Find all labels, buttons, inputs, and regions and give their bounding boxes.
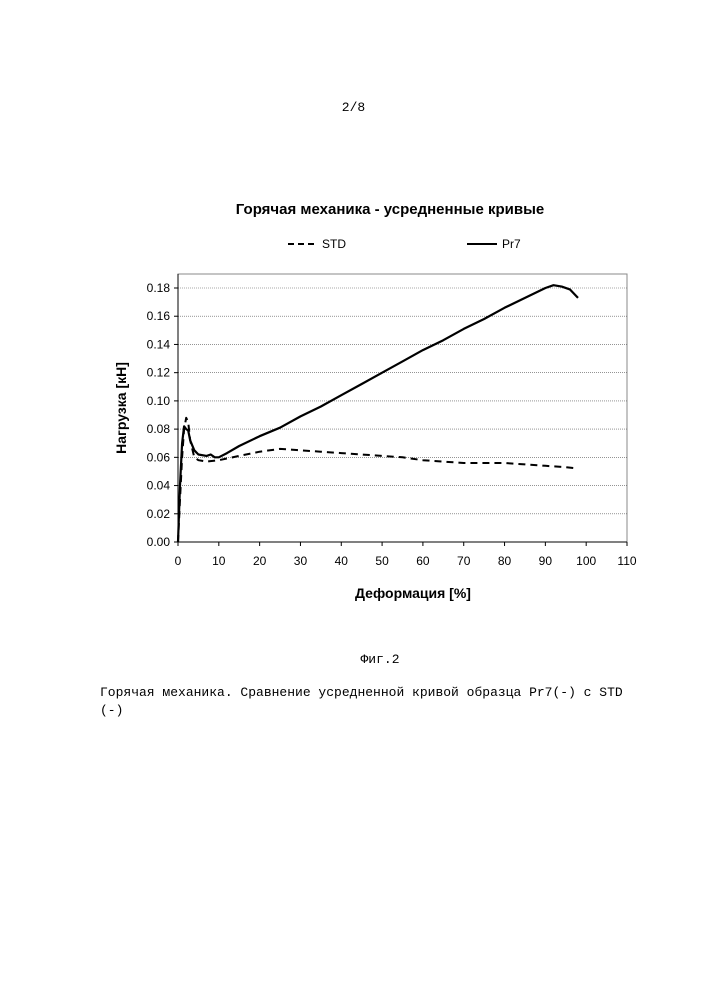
- x-tick-label: 110: [617, 554, 636, 568]
- x-tick-label: 80: [498, 554, 512, 568]
- x-tick-label: 100: [576, 554, 596, 568]
- y-tick-labels: 0.00 0.02 0.04 0.06 0.08 0.10 0.12 0.14 0.16 0.18: [147, 281, 171, 549]
- figure-caption: Горячая механика. Сравнение усредненной …: [100, 684, 645, 720]
- y-tick-label: 0.18: [147, 281, 171, 295]
- figure-label: Фиг.2: [0, 652, 707, 667]
- y-tick-label: 0.16: [147, 309, 171, 323]
- chart-svg: Горячая механика - усредненные кривые ST…: [0, 190, 707, 610]
- x-tick-label: 20: [253, 554, 267, 568]
- legend-label-std: STD: [322, 237, 346, 251]
- plot-area: [178, 274, 627, 542]
- series-layer: [178, 285, 578, 542]
- x-tick-label: 0: [175, 554, 182, 568]
- chart-title: Горячая механика - усредненные кривые: [236, 201, 544, 218]
- y-tick-label: 0.00: [147, 535, 171, 549]
- legend: STD Pr7: [288, 237, 521, 251]
- series-line-pr7: [178, 285, 578, 542]
- x-axis-label: Деформация [%]: [355, 585, 471, 601]
- y-tick-label: 0.08: [147, 422, 171, 436]
- y-tick-label: 0.04: [147, 479, 171, 493]
- series-line-std: [178, 418, 578, 542]
- x-tick-label: 30: [294, 554, 308, 568]
- gridlines: [174, 288, 627, 542]
- y-tick-label: 0.10: [147, 394, 171, 408]
- y-axis-label: Нагрузка [кН]: [113, 362, 129, 454]
- chart: Горячая механика - усредненные кривые ST…: [0, 190, 707, 610]
- x-tick-label: 70: [457, 554, 471, 568]
- x-tick-label: 90: [539, 554, 553, 568]
- x-tick-label: 40: [335, 554, 349, 568]
- y-tick-label: 0.02: [147, 507, 171, 521]
- page-number: 2/8: [0, 100, 707, 115]
- x-tick-label: 60: [416, 554, 430, 568]
- x-tick-label: 50: [375, 554, 389, 568]
- x-tick-labels: 0 10 20 30 40 50 60 70 80 90 100 110: [175, 542, 637, 568]
- y-tick-label: 0.14: [147, 337, 171, 351]
- y-tick-label: 0.12: [147, 366, 171, 380]
- axes: [178, 274, 627, 542]
- x-tick-label: 10: [212, 554, 226, 568]
- legend-label-pr7: Pr7: [502, 237, 521, 251]
- y-tick-label: 0.06: [147, 450, 171, 464]
